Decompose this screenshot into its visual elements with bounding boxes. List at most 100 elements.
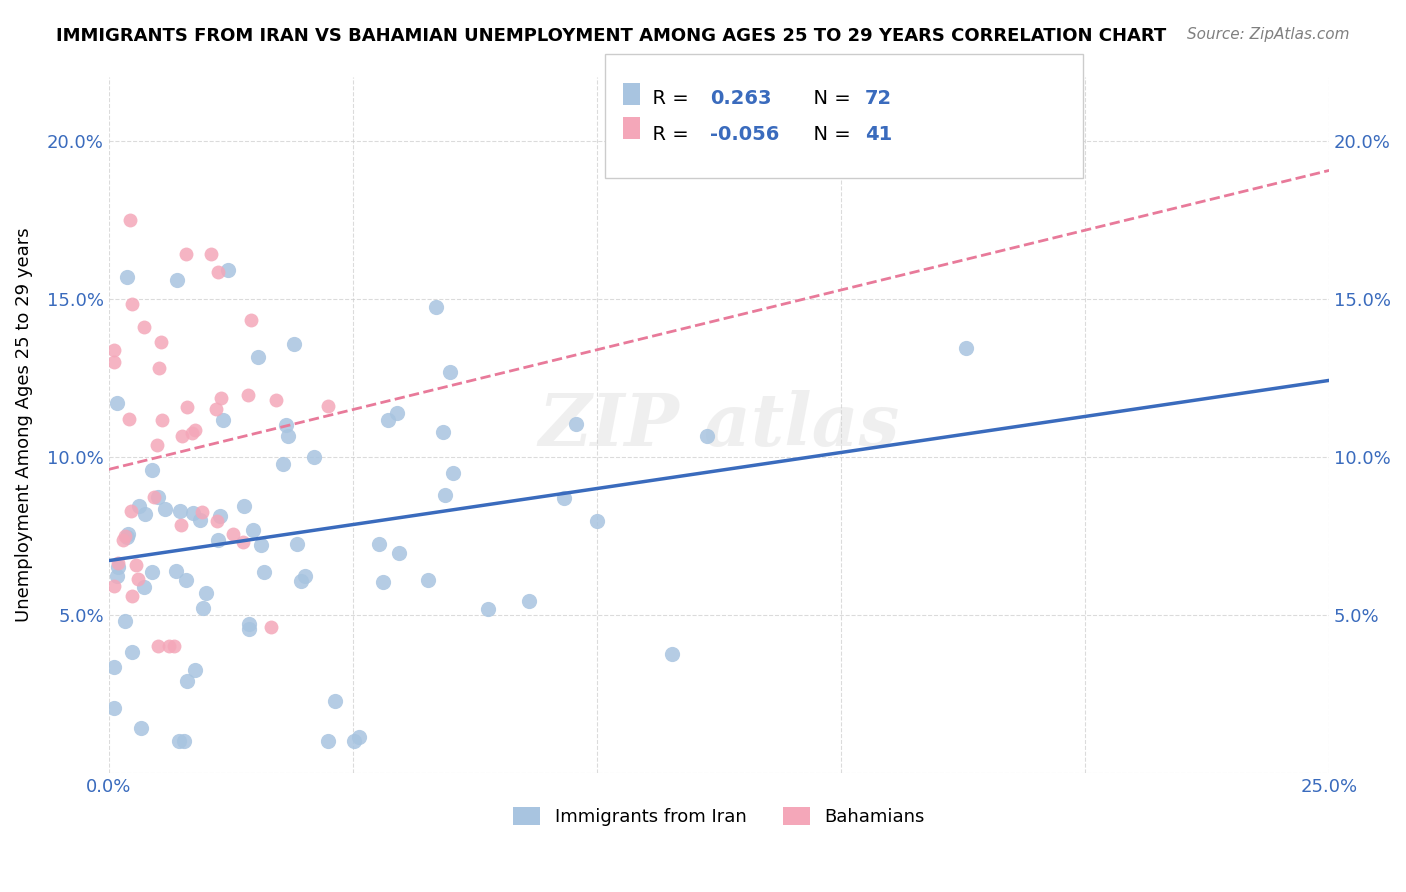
Point [323, 694, 346, 708]
Point [105, 569, 128, 583]
Point [371, 575, 394, 590]
Point [166, 273, 188, 287]
Point [150, 413, 173, 427]
Point [174, 573, 197, 587]
Point [217, 262, 239, 277]
Text: N =: N = [801, 125, 858, 144]
Point [103, 579, 125, 593]
Point [103, 355, 125, 369]
Point [565, 417, 588, 431]
Point [207, 265, 229, 279]
Point [276, 417, 298, 432]
Point [165, 564, 187, 578]
Point [148, 490, 170, 504]
Point [517, 593, 540, 607]
Point [232, 499, 254, 513]
Point [277, 429, 299, 443]
Point [439, 365, 461, 379]
Text: 0.263: 0.263 [710, 89, 772, 108]
Point [342, 734, 364, 748]
Point [236, 388, 259, 402]
Point [176, 673, 198, 688]
Point [128, 499, 150, 513]
Point [316, 734, 339, 748]
Text: N =: N = [801, 89, 858, 108]
Point [260, 620, 283, 634]
Point [418, 573, 440, 587]
Point [193, 600, 215, 615]
Point [173, 734, 195, 748]
Point [190, 505, 212, 519]
Point [115, 270, 138, 285]
Point [238, 622, 260, 636]
Legend: Immigrants from Iran, Bahamians: Immigrants from Iran, Bahamians [506, 799, 932, 833]
Point [553, 491, 575, 505]
Point [143, 490, 166, 504]
Point [661, 647, 683, 661]
Point [238, 617, 260, 632]
Point [107, 559, 129, 574]
Point [294, 569, 316, 583]
Point [242, 524, 264, 538]
Point [141, 565, 163, 579]
Point [195, 585, 218, 599]
Point [103, 701, 125, 715]
Point [432, 425, 454, 439]
Point [169, 504, 191, 518]
Point [433, 488, 456, 502]
Point [188, 513, 211, 527]
Point [285, 537, 308, 551]
Point [425, 300, 447, 314]
Text: 72: 72 [865, 89, 891, 108]
Point [121, 297, 143, 311]
Point [174, 246, 197, 260]
Text: R =: R = [640, 89, 695, 108]
Point [184, 663, 207, 677]
Point [385, 406, 408, 420]
Point [388, 547, 411, 561]
Point [221, 526, 243, 541]
Point [155, 501, 177, 516]
Point [205, 514, 228, 528]
Point [211, 413, 233, 427]
Point [477, 602, 499, 616]
Point [129, 721, 152, 735]
Point [955, 341, 977, 355]
Text: R =: R = [640, 125, 695, 144]
Point [121, 645, 143, 659]
Text: Source: ZipAtlas.com: Source: ZipAtlas.com [1187, 27, 1350, 42]
Point [696, 429, 718, 443]
Text: ZIP atlas: ZIP atlas [538, 390, 900, 460]
Text: IMMIGRANTS FROM IRAN VS BAHAMIAN UNEMPLOYMENT AMONG AGES 25 TO 29 YEARS CORRELAT: IMMIGRANTS FROM IRAN VS BAHAMIAN UNEMPLO… [56, 27, 1167, 45]
Point [205, 401, 228, 416]
Point [148, 640, 170, 654]
Point [112, 533, 135, 548]
Point [114, 614, 136, 628]
Point [252, 566, 274, 580]
Point [181, 426, 204, 441]
Point [208, 508, 231, 523]
Point [167, 734, 190, 748]
Point [367, 537, 389, 551]
Point [157, 640, 180, 654]
Point [290, 574, 312, 588]
Point [117, 530, 139, 544]
Y-axis label: Unemployment Among Ages 25 to 29 years: Unemployment Among Ages 25 to 29 years [15, 227, 32, 623]
Point [585, 514, 607, 528]
Point [146, 438, 169, 452]
Point [118, 412, 141, 426]
Point [283, 337, 305, 351]
Point [103, 343, 125, 357]
Point [117, 527, 139, 541]
Point [120, 212, 142, 227]
Text: -0.056: -0.056 [710, 125, 779, 144]
Point [183, 506, 205, 520]
Point [209, 391, 232, 405]
Point [114, 529, 136, 543]
Point [240, 313, 263, 327]
Point [150, 334, 173, 349]
Point [163, 640, 186, 654]
Point [141, 463, 163, 477]
Point [264, 392, 287, 407]
Point [105, 395, 128, 409]
